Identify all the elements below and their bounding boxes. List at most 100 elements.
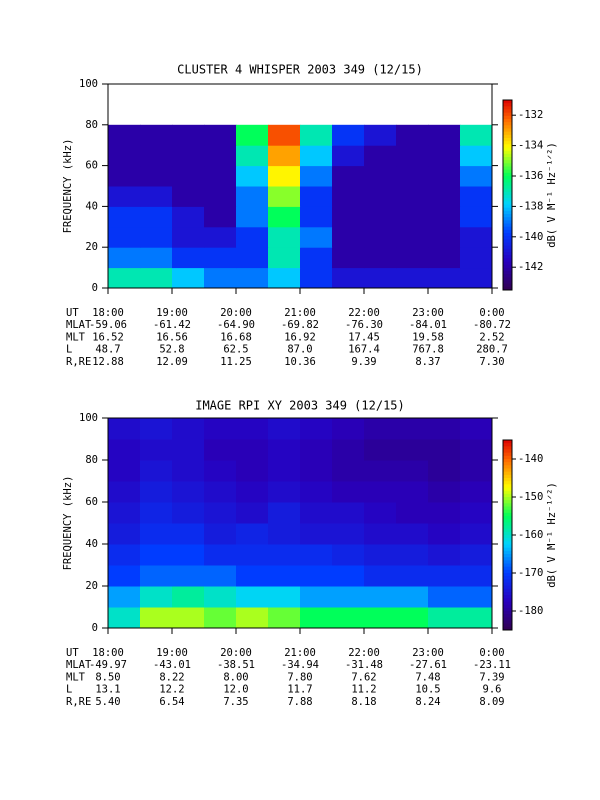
colorbar-step [503,195,512,199]
spectrogram-cell [460,226,493,248]
colorbar-step [503,481,512,485]
spectrogram-cell [140,460,173,482]
ephemeris-value: 11.25 [220,356,252,368]
colorbar-step [503,172,512,177]
spectrogram-cell [332,226,365,248]
colorbar-step [503,519,512,523]
colorbar-step [503,493,512,498]
colorbar-step [503,119,512,123]
colorbar-step [503,557,512,561]
colorbar-step [503,157,512,161]
spectrogram-cell [396,481,429,503]
colorbar-step [503,566,512,571]
colorbar-step [503,103,512,107]
spectrogram-cell [108,607,141,629]
ephemeris-value: 11.2 [351,684,376,696]
ephemeris-value: 9.6 [483,684,502,696]
x-tick-label: 23:00 [412,307,444,319]
colorbar-step [503,128,512,133]
ephemeris-value: 7.88 [287,696,312,708]
colorbar-step [503,185,512,190]
spectrogram-cell [428,226,461,248]
spectrogram-cell [364,502,397,524]
ephemeris-value: 12.0 [223,684,248,696]
spectrogram-cell [460,267,493,289]
ephemeris-value: 16.92 [284,331,316,343]
spectrogram-cell [140,481,173,503]
x-tick-label: 18:00 [92,307,124,319]
spectrogram-cell [300,247,333,269]
spectrogram-cell [300,439,333,461]
spectrogram-cell [364,165,397,187]
ephemeris-value: -43.01 [153,659,191,671]
spectrogram-cell [204,206,237,228]
spectrogram-cell [332,247,365,269]
colorbar-tick-label: -136 [518,170,543,182]
spectrogram-cell [396,226,429,248]
spectrogram-cell [396,165,429,187]
colorbar-step [503,550,512,555]
spectrogram-cell [172,145,205,167]
colorbar-step [503,611,512,615]
colorbar-step [503,500,512,504]
spectrogram-cell [460,247,493,269]
spectrogram-cell [140,124,173,146]
spectrogram-cell [172,481,205,503]
spectrogram-cell [108,226,141,248]
spectrogram-cell [460,481,493,503]
spectrogram-cell [460,544,493,566]
spectrogram-cell [140,247,173,269]
ephemeris-value: 10.5 [415,684,440,696]
colorbar-step [503,465,512,469]
colorbar-step [503,617,512,621]
colorbar-step [503,214,512,218]
spectrogram-cell [268,460,301,482]
panel: IMAGE RPI XY 2003 349 (12/15) 0 20 40 60 80 10… [62,399,558,708]
spectrogram-cell [364,460,397,482]
spectrogram-cell [300,145,333,167]
ephemeris-value: 167.4 [348,344,380,356]
ephemeris-label: UT [66,647,79,659]
colorbar-step [503,440,512,444]
spectrogram-cell [236,267,269,289]
spectrogram-cell [460,439,493,461]
ephemeris-label: MLAT [66,319,92,331]
colorbar-step [503,484,512,488]
spectrogram-cell [428,481,461,503]
spectrogram-cell [364,544,397,566]
spectrogram-cell [364,247,397,269]
colorbar-step [503,538,512,542]
colorbar-step [503,626,512,631]
spectrogram-cell [236,502,269,524]
spectrogram-cell [268,607,301,629]
spectrogram-cell [332,267,365,289]
spectrogram-cell [140,607,173,629]
y-tick-label: 60 [85,496,98,508]
spectrogram-cell [460,145,493,167]
ephemeris-value: 17.45 [348,331,380,343]
spectrogram-cell [204,145,237,167]
y-tick-label: 20 [85,580,98,592]
colorbar-step [503,210,512,215]
colorbar-label: dB( V M⁻¹ Hz⁻¹ᐟ²) [546,482,558,588]
spectrogram-cell [396,460,429,482]
spectrogram-cell [396,502,429,524]
spectrogram-cell [332,502,365,524]
spectrogram-cell [364,523,397,545]
spectrogram-cell [172,439,205,461]
colorbar-step [503,106,512,110]
colorbar-step [503,229,512,234]
spectrogram-cell [140,165,173,187]
spectrogram-cell [364,206,397,228]
colorbar-step [503,620,512,625]
spectrogram-cell [236,523,269,545]
colorbar-step [503,604,512,609]
spectrogram-cell [332,145,365,167]
spectrogram-cell [204,460,237,482]
spectrogram-cell [172,186,205,207]
spectrogram-cell [268,565,301,587]
ephemeris-value: 8.50 [95,671,120,683]
panel: CLUSTER 4 WHISPER 2003 349 (12/15) 0 20 40 6… [62,63,558,368]
spectrogram-cell [460,418,493,440]
